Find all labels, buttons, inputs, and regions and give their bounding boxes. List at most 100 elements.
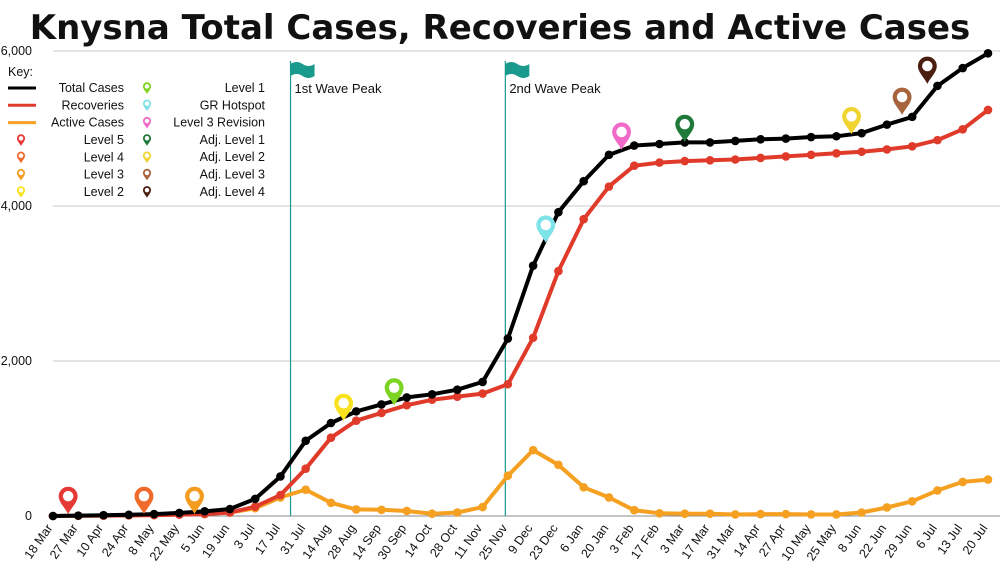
- data-point: [528, 445, 538, 455]
- y-tick-label: 0: [25, 509, 32, 523]
- y-tick-label: 6,000: [1, 44, 32, 58]
- data-point: [730, 155, 740, 164]
- data-point: [730, 136, 740, 146]
- map-pin-icon: [142, 168, 152, 181]
- data-point: [478, 502, 487, 512]
- data-point: [907, 112, 917, 122]
- data-point: [427, 509, 437, 518]
- data-point: [250, 494, 260, 504]
- data-point: [756, 509, 765, 519]
- legend-label: Adj. Level 2: [200, 150, 265, 164]
- data-point: [958, 63, 968, 73]
- x-tick-label: 20 Jan: [578, 522, 611, 561]
- data-point: [377, 400, 386, 409]
- legend-label: Adj. Level 1: [200, 133, 265, 147]
- y-axis: 0 2,000 4,000 6,000: [1, 44, 32, 523]
- data-point: [756, 153, 765, 163]
- data-point: [175, 508, 184, 518]
- data-point: [351, 416, 361, 425]
- map-pin-icon: [16, 151, 26, 164]
- data-point: [377, 408, 386, 418]
- data-point: [983, 105, 993, 115]
- flag-icon: [505, 62, 530, 78]
- x-tick-label: 17 Jul: [252, 522, 283, 557]
- legend-label: Total Cases: [59, 81, 124, 95]
- data-point: [781, 134, 791, 143]
- map-pin-icon: [142, 116, 152, 129]
- map-pin-icon: [185, 486, 204, 514]
- legend-label: GR Hotspot: [200, 98, 266, 112]
- data-point: [857, 147, 866, 157]
- data-point: [680, 509, 690, 518]
- data-point: [124, 510, 134, 520]
- map-pin-icon: [134, 486, 154, 514]
- data-point: [806, 510, 816, 519]
- wave-peak-markers: 1st Wave Peak 2nd Wave Peak: [289, 61, 601, 516]
- data-point: [149, 509, 159, 519]
- data-point: [250, 502, 260, 512]
- map-pin-icon: [536, 215, 556, 243]
- data-point: [453, 385, 462, 394]
- legend-label: Level 3: [84, 168, 124, 182]
- legend-label: Level 1: [225, 81, 265, 95]
- legend-label: Level 2: [84, 185, 124, 199]
- legend-label: Level 3 Revision: [173, 116, 265, 130]
- data-point: [882, 145, 892, 154]
- data-point: [326, 433, 336, 443]
- data-point: [377, 505, 386, 515]
- wave-peak-label: 2nd Wave Peak: [509, 81, 601, 96]
- data-point: [604, 493, 614, 502]
- data-point: [806, 150, 816, 160]
- data-point: [503, 471, 513, 481]
- data-point: [276, 490, 285, 500]
- data-point: [402, 393, 412, 402]
- data-point: [604, 150, 614, 160]
- data-point: [453, 508, 462, 517]
- map-pin-icon: [675, 114, 695, 142]
- data-point: [225, 504, 235, 514]
- data-point: [705, 509, 715, 518]
- data-point: [629, 141, 639, 150]
- data-point: [806, 132, 816, 142]
- data-point: [705, 155, 715, 165]
- map-pin-icon: [16, 134, 26, 146]
- data-point: [528, 333, 538, 343]
- legend-label: Recoveries: [61, 98, 124, 112]
- map-pin-icon: [142, 82, 152, 94]
- chart-title: Knysna Total Cases, Recoveries and Activ…: [30, 8, 971, 48]
- x-tick-label: 29 Jun: [882, 522, 915, 561]
- map-pin-icon: [142, 186, 152, 198]
- data-point: [756, 135, 765, 144]
- x-tick-label: 19 Jun: [199, 522, 232, 561]
- data-point: [528, 261, 538, 270]
- map-pin-icon: [16, 168, 26, 181]
- data-point: [781, 152, 791, 161]
- data-point: [655, 158, 664, 167]
- data-point: [832, 510, 841, 519]
- data-point: [655, 139, 664, 149]
- series-line: [51, 107, 990, 518]
- data-point: [301, 464, 311, 474]
- data-point: [579, 483, 588, 492]
- data-point: [781, 509, 791, 519]
- data-point: [554, 207, 563, 217]
- data-point: [301, 436, 311, 446]
- data-point: [629, 161, 639, 170]
- data-point: [604, 182, 614, 191]
- data-point: [832, 149, 841, 158]
- map-pin-icon: [334, 393, 354, 421]
- x-tick-label: 20 Jul: [960, 522, 991, 557]
- data-point: [326, 498, 336, 508]
- legend-label: Adj. Level 3: [200, 168, 265, 182]
- x-tick-label: 13 Jul: [935, 522, 966, 557]
- data-point: [503, 379, 513, 389]
- data-point: [705, 138, 715, 147]
- map-pin-icon: [142, 134, 152, 146]
- phase-markers: [58, 56, 937, 514]
- data-point: [200, 507, 209, 516]
- data-point: [402, 506, 412, 516]
- data-point: [579, 176, 588, 186]
- flag-icon: [290, 62, 315, 78]
